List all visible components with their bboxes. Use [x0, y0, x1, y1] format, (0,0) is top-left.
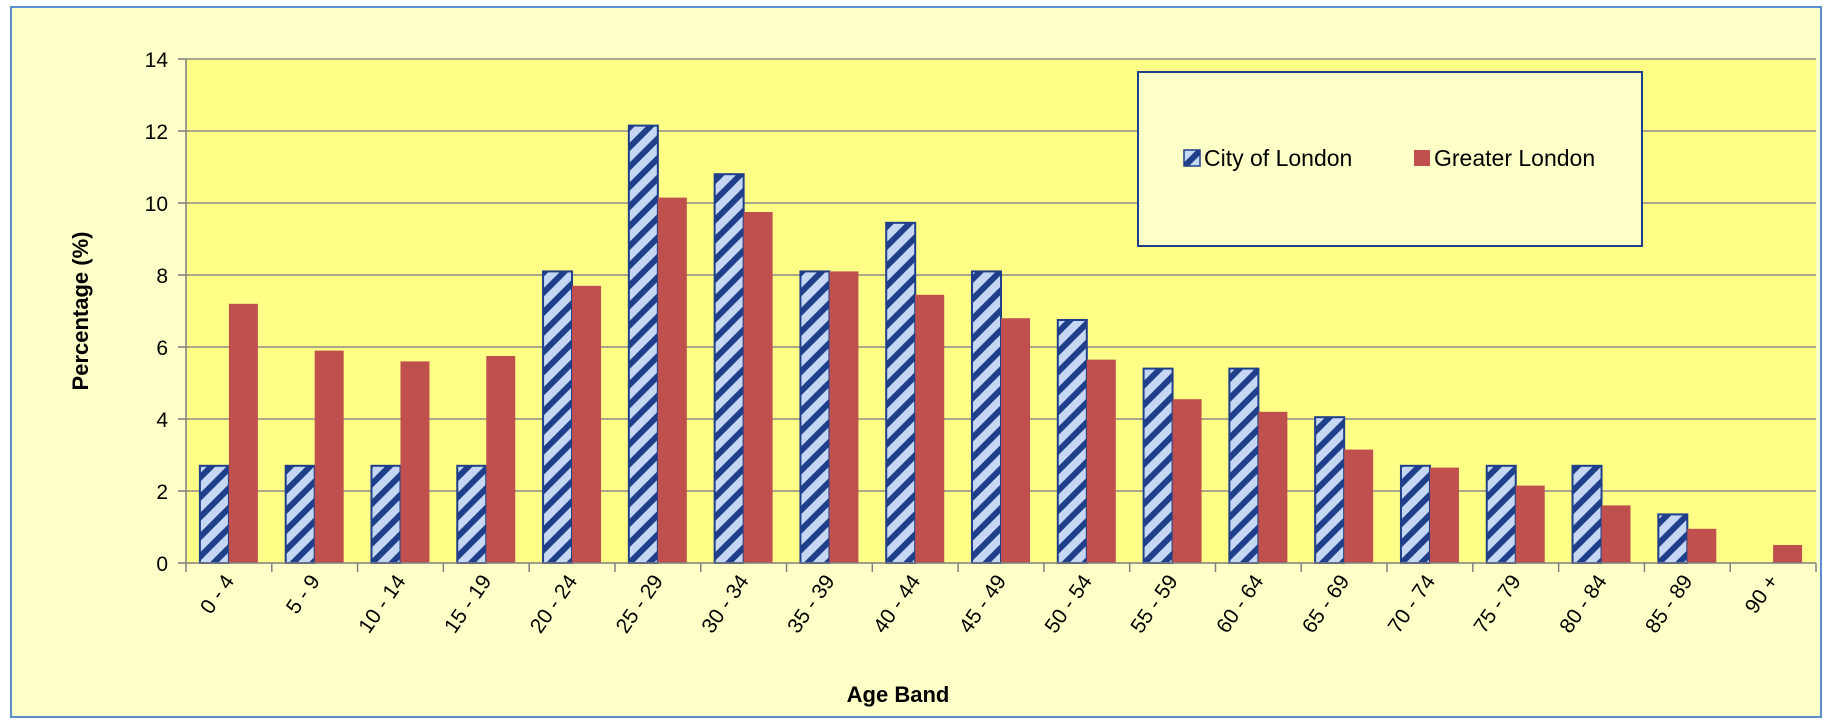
- legend-swatch-greater-london: [1414, 150, 1430, 166]
- bar-city-of-london: [627, 124, 659, 564]
- bar-city-of-london: [1056, 319, 1088, 564]
- y-tick-label: 0: [156, 553, 168, 576]
- y-tick-label: 12: [145, 121, 168, 144]
- bar-city-of-london: [456, 464, 488, 564]
- x-tick-label: 30 - 34: [697, 570, 754, 637]
- legend: City of London Greater London: [1137, 71, 1643, 247]
- y-tick-label: 4: [156, 409, 168, 432]
- bar-greater-london: [657, 197, 687, 563]
- bar-greater-london: [486, 356, 516, 563]
- y-tick-label: 14: [145, 49, 169, 72]
- x-tick-label: 60 - 64: [1212, 570, 1269, 637]
- legend-label-city-of-london: City of London: [1204, 145, 1352, 171]
- x-tick-label: 80 - 84: [1555, 570, 1612, 637]
- x-axis-ticks: 0 - 4 5 - 9 10 - 14 15 - 19 20 - 24 25 - 29 30…: [185, 563, 1817, 638]
- legend-swatch-city-of-london: [1183, 149, 1201, 167]
- y-axis-ticks: 0 2 4 6 8 10 12 14: [145, 49, 186, 576]
- x-tick-label: 40 - 44: [869, 570, 926, 637]
- bar-greater-london: [1515, 485, 1545, 563]
- chart-area: 0 2 4 6 8 10 12 14 0 - 4 5 - 9 10 - 14 15 - 19 20 -…: [10, 6, 1822, 718]
- bar-city-of-london: [198, 464, 230, 564]
- bar-city-of-london: [713, 173, 745, 564]
- legend-label-greater-london: Greater London: [1434, 145, 1595, 171]
- x-tick-label: 70 - 74: [1384, 570, 1441, 637]
- bar-greater-london: [1601, 505, 1631, 563]
- x-tick-label: 0 - 4: [196, 570, 239, 618]
- bar-city-of-london: [1485, 464, 1517, 564]
- x-tick-label: 25 - 29: [612, 571, 668, 638]
- bar-city-of-london: [1142, 367, 1174, 564]
- bar-greater-london: [1429, 467, 1459, 563]
- bar-city-of-london: [799, 270, 831, 564]
- bar-greater-london: [915, 294, 945, 563]
- bar-greater-london: [1344, 449, 1374, 563]
- bar-city-of-london: [1314, 416, 1346, 565]
- x-tick-label: 50 - 54: [1041, 570, 1098, 637]
- bar-city-of-london: [971, 270, 1002, 564]
- bar-greater-london: [1258, 411, 1288, 563]
- x-tick-label: 55 - 59: [1126, 571, 1182, 638]
- bar-chart: 0 2 4 6 8 10 12 14 0 - 4 5 - 9 10 - 14 15 - 19 20 -…: [68, 49, 1817, 707]
- bar-greater-london: [572, 285, 602, 563]
- x-tick-label: 20 - 24: [526, 570, 583, 637]
- bars: [198, 124, 1803, 565]
- bar-greater-london: [400, 361, 430, 563]
- bar-greater-london: [228, 303, 258, 563]
- y-tick-label: 8: [156, 265, 168, 288]
- x-tick-label: 85 - 89: [1641, 571, 1697, 638]
- bar-city-of-london: [542, 270, 574, 564]
- y-tick-label: 10: [145, 193, 168, 216]
- bar-greater-london: [743, 212, 773, 563]
- bar-city-of-london: [370, 464, 402, 564]
- x-tick-label: 15 - 19: [440, 571, 496, 638]
- bar-greater-london: [1086, 359, 1116, 563]
- y-axis-title: Percentage (%): [68, 232, 93, 391]
- x-tick-label: 75 - 79: [1469, 571, 1525, 638]
- x-axis-title: Age Band: [847, 682, 950, 707]
- bar-city-of-london: [1399, 464, 1431, 564]
- y-tick-label: 6: [156, 337, 168, 360]
- bar-greater-london: [1172, 399, 1202, 563]
- bar-greater-london: [1687, 528, 1717, 563]
- x-tick-label: 65 - 69: [1298, 571, 1354, 638]
- x-tick-label: 35 - 39: [783, 571, 839, 638]
- bar-city-of-london: [885, 221, 917, 565]
- x-tick-label: 45 - 49: [955, 571, 1011, 638]
- bar-greater-london: [314, 350, 344, 563]
- bar-greater-london: [1001, 318, 1030, 563]
- y-tick-label: 2: [156, 481, 168, 504]
- legend-box: [1137, 71, 1643, 247]
- bar-city-of-london: [1228, 367, 1260, 564]
- bar-city-of-london: [1657, 513, 1689, 564]
- bar-greater-london: [1773, 545, 1803, 563]
- bar-city-of-london: [1571, 464, 1603, 564]
- axes: [185, 59, 1816, 564]
- bar-city-of-london: [284, 464, 316, 564]
- bar-greater-london: [829, 271, 859, 563]
- x-tick-label: 5 - 9: [282, 571, 325, 619]
- x-tick-label: 90 +: [1741, 571, 1784, 618]
- x-tick-label: 10 - 14: [354, 570, 411, 637]
